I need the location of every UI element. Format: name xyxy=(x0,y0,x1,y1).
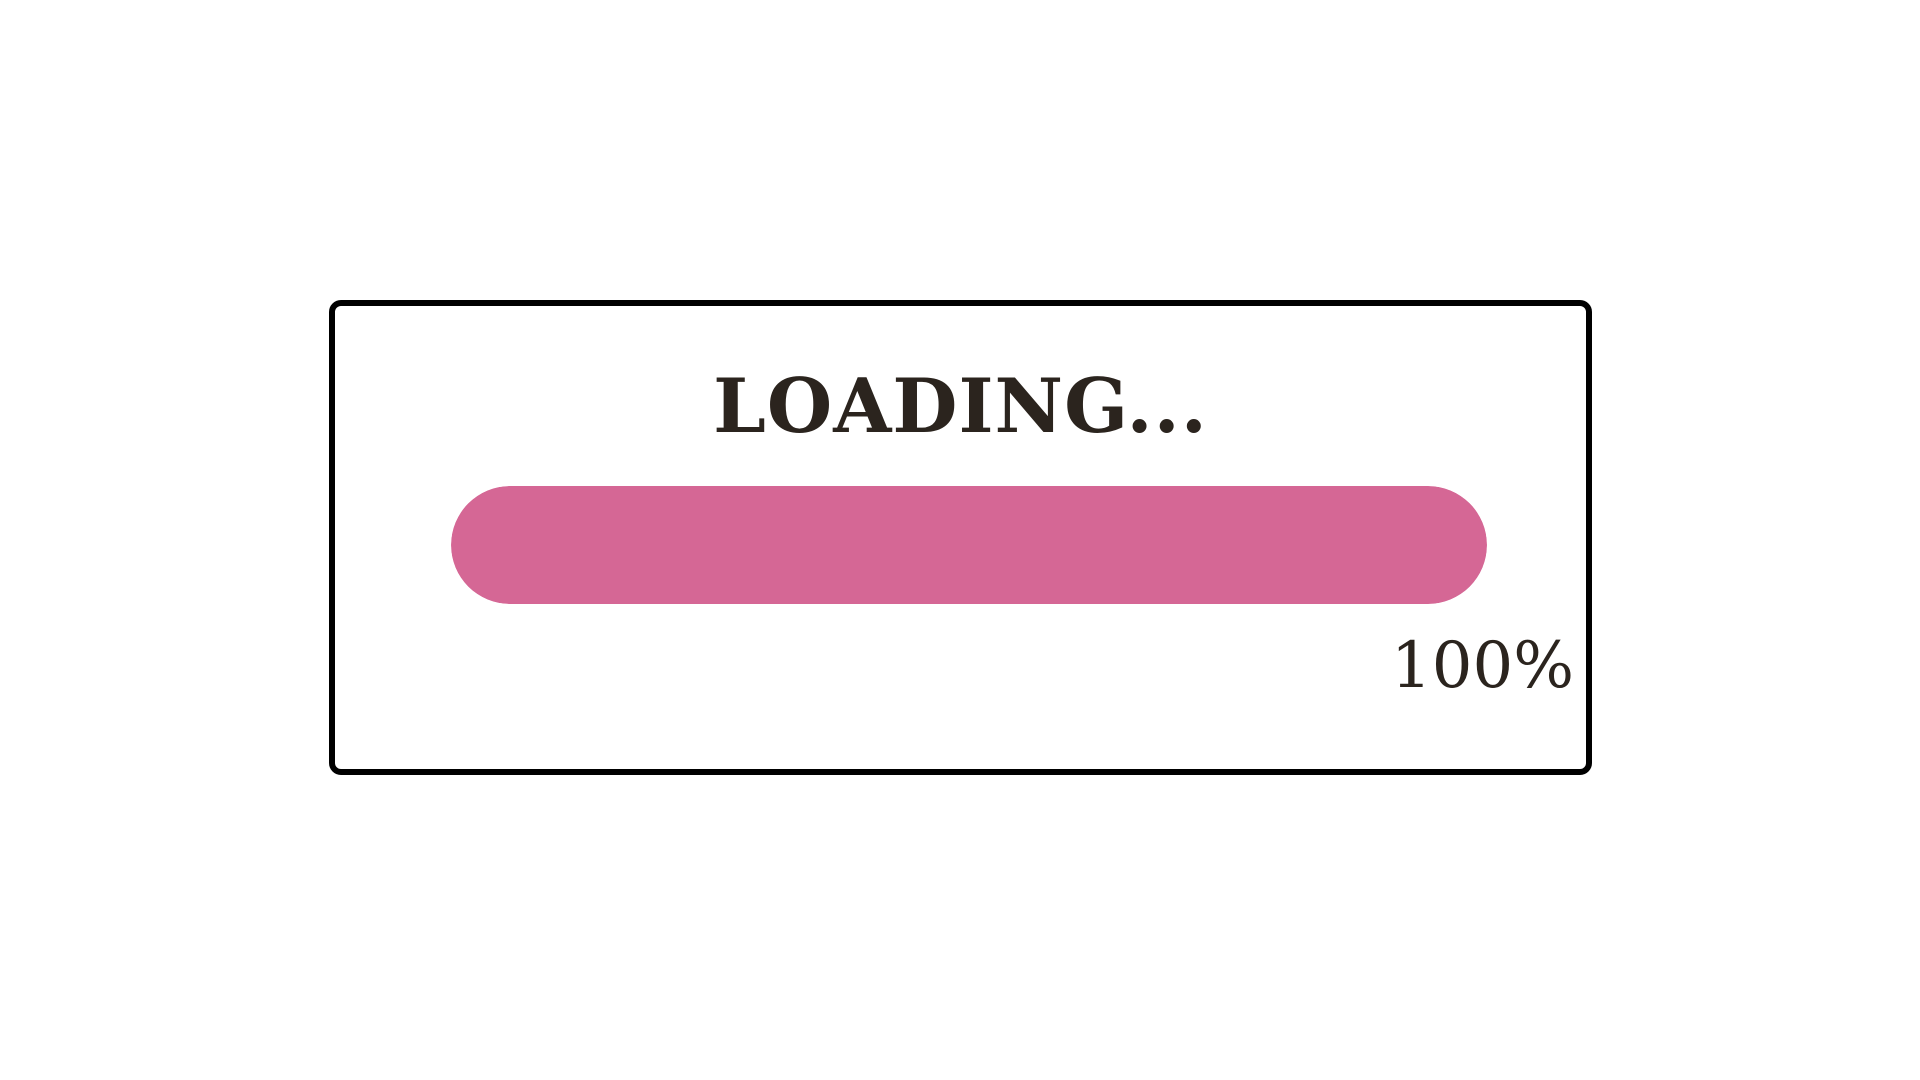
loading-title: LOADING... xyxy=(713,362,1208,450)
progress-bar xyxy=(451,486,1487,604)
progress-percent-label: 100% xyxy=(1391,629,1574,703)
loading-dialog: LOADING... 100% xyxy=(329,300,1592,775)
progress-bar-fill xyxy=(451,486,1487,604)
